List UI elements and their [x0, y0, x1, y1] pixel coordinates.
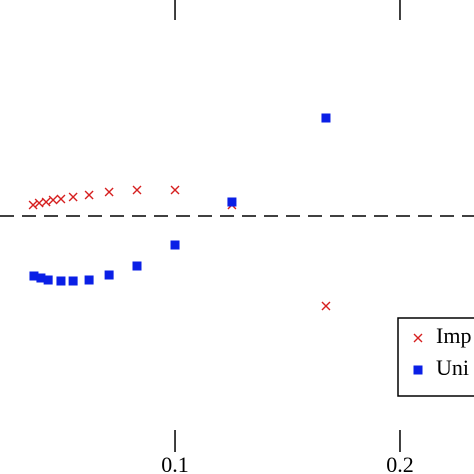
point: [84, 190, 94, 200]
legend-label: Imp: [436, 323, 471, 348]
point: [321, 113, 331, 123]
point: [227, 197, 237, 207]
point: [170, 185, 180, 195]
point: [56, 276, 66, 286]
point: [56, 194, 66, 204]
point: [104, 270, 114, 280]
point: [36, 273, 46, 283]
point: [68, 276, 78, 286]
point: [132, 261, 142, 271]
legend-marker: [413, 365, 423, 375]
x-tick-label: 0.1: [161, 452, 189, 474]
point: [29, 271, 39, 281]
point: [41, 197, 51, 207]
legend-box: [397, 317, 474, 397]
point: [43, 275, 53, 285]
point: [321, 301, 331, 311]
point: [48, 195, 58, 205]
point: [28, 200, 38, 210]
x-tick-label: 0.2: [386, 452, 414, 474]
legend-label: Uni: [436, 355, 469, 380]
point: [104, 187, 114, 197]
point: [68, 192, 78, 202]
legend-marker: [413, 333, 423, 343]
point: [132, 185, 142, 195]
point: [84, 275, 94, 285]
point: [170, 240, 180, 250]
